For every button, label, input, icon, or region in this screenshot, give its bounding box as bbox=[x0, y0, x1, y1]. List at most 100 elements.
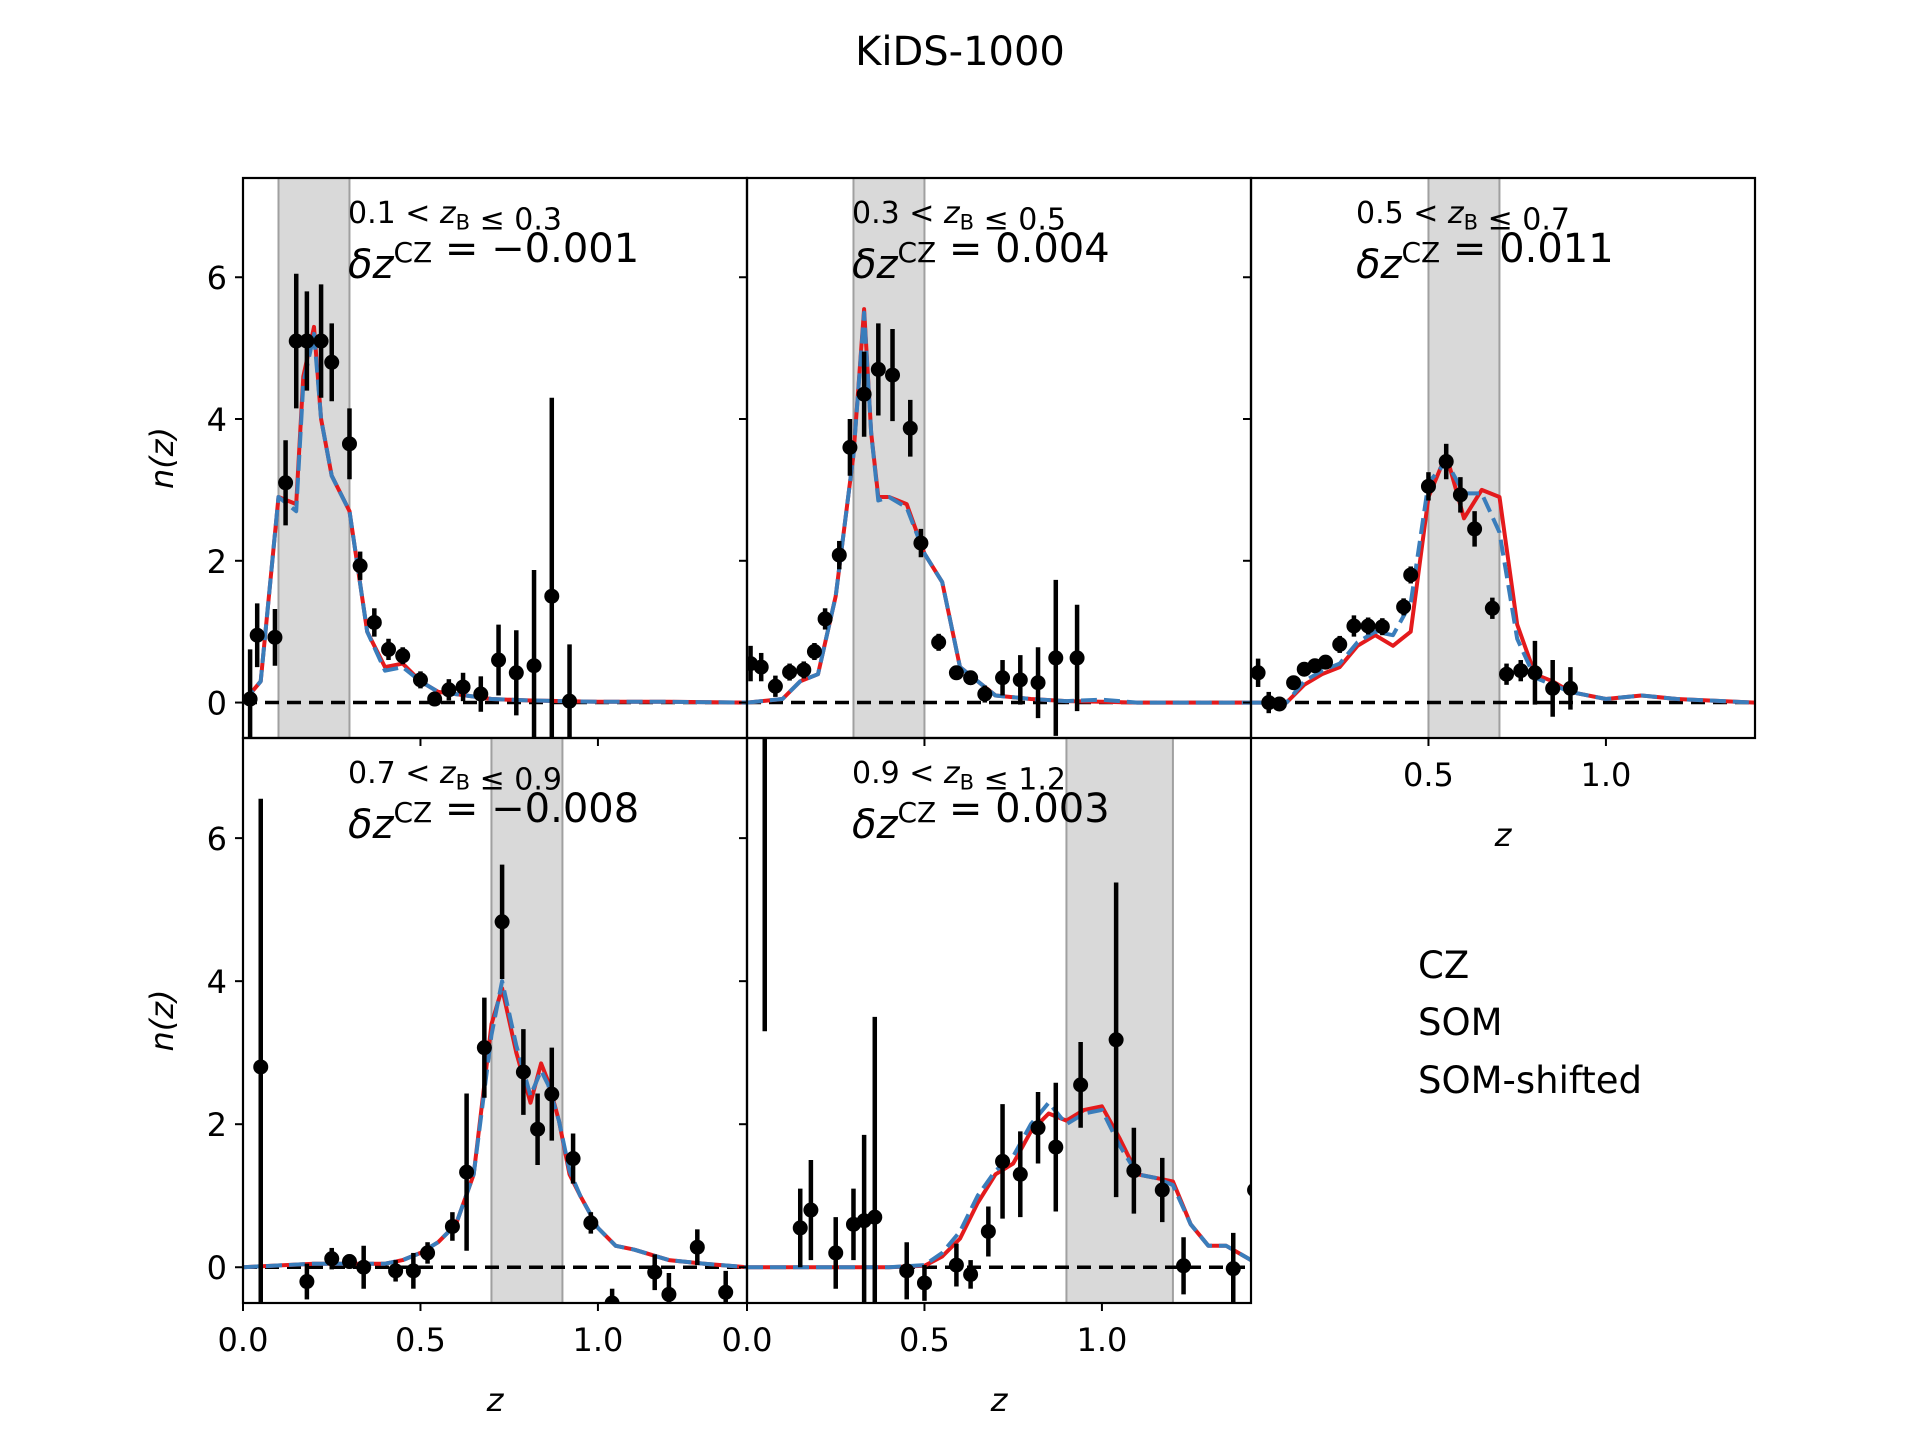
x-tick-label: 1.0 bbox=[1076, 1321, 1127, 1359]
cz-point bbox=[583, 1215, 599, 1231]
cz-point bbox=[1154, 1182, 1170, 1198]
cz-point bbox=[494, 914, 510, 930]
cz-point bbox=[352, 558, 368, 574]
cz-point bbox=[867, 1209, 883, 1225]
cz-point bbox=[977, 686, 993, 702]
delta-z-label: δzCZ = 0.004 bbox=[852, 226, 1110, 288]
cz-point bbox=[856, 386, 872, 402]
delta-z-label: δzCZ = −0.008 bbox=[348, 786, 639, 848]
x-tick-label: 0.5 bbox=[899, 1321, 950, 1359]
x-tick-label: 0.0 bbox=[218, 1321, 269, 1359]
cz-point bbox=[544, 588, 560, 604]
x-tick-label: 1.0 bbox=[1580, 756, 1631, 794]
cz-point bbox=[324, 1251, 340, 1267]
cz-point bbox=[757, 616, 772, 631]
delta-z-label: δzCZ = 0.003 bbox=[852, 786, 1110, 848]
x-tick-label: 0.5 bbox=[1403, 756, 1454, 794]
y-tick-label: 4 bbox=[207, 401, 227, 439]
bin-band bbox=[1066, 738, 1173, 1303]
x-tick-label: 1.0 bbox=[572, 1321, 623, 1359]
cz-point bbox=[278, 475, 294, 491]
y-axis-label: n(z) bbox=[143, 427, 181, 489]
som-shifted-line bbox=[747, 310, 1251, 705]
cz-point bbox=[1452, 487, 1468, 503]
cz-point bbox=[842, 439, 858, 455]
cz-point bbox=[1030, 1120, 1046, 1136]
cz-point bbox=[1271, 696, 1287, 712]
y-tick-label: 0 bbox=[207, 1249, 227, 1287]
cz-point bbox=[1048, 1139, 1064, 1155]
cz-point bbox=[1438, 454, 1454, 470]
cz-point bbox=[1318, 654, 1334, 670]
cz-point bbox=[1247, 1183, 1251, 1197]
y-tick-label: 0 bbox=[207, 685, 227, 723]
cz-point bbox=[1332, 636, 1348, 652]
cz-point bbox=[1467, 521, 1483, 537]
cz-point bbox=[913, 535, 929, 551]
x-axis-label: z bbox=[1494, 816, 1513, 854]
cz-point bbox=[530, 1121, 546, 1137]
cz-point bbox=[1513, 663, 1529, 679]
panel-plot-area bbox=[243, 738, 747, 1303]
cz-point bbox=[356, 1259, 372, 1275]
cz-point bbox=[767, 678, 783, 694]
cz-point bbox=[604, 1295, 620, 1303]
cz-point bbox=[544, 1086, 560, 1102]
cz-point bbox=[1073, 1077, 1089, 1093]
cz-point bbox=[420, 1245, 436, 1261]
panel-plot-area bbox=[747, 178, 1251, 738]
cz-point bbox=[476, 1040, 492, 1056]
bin-band bbox=[853, 178, 925, 738]
cz-point bbox=[870, 361, 886, 377]
cz-point bbox=[341, 436, 357, 452]
panel-frame bbox=[745, 736, 1253, 1305]
cz-point bbox=[249, 627, 265, 643]
panel-plot-area bbox=[1251, 178, 1755, 738]
bin-range-label: 0.1 < zB ≤ 0.3 bbox=[348, 196, 562, 238]
cz-point bbox=[803, 1202, 819, 1218]
cz-point bbox=[753, 659, 769, 675]
cz-point bbox=[902, 420, 918, 436]
cz-point bbox=[1396, 599, 1412, 615]
cz-point bbox=[1225, 1261, 1241, 1277]
cz-point bbox=[1176, 1258, 1192, 1274]
cz-point bbox=[689, 1239, 705, 1255]
cz-point bbox=[995, 1153, 1011, 1169]
cz-point bbox=[253, 1059, 269, 1075]
bin-band bbox=[491, 738, 563, 1303]
cz-point bbox=[565, 1151, 581, 1167]
cz-point bbox=[288, 333, 304, 349]
cz-point bbox=[299, 333, 315, 349]
cz-point bbox=[1346, 618, 1362, 634]
cz-point bbox=[828, 1245, 844, 1261]
cz-point bbox=[995, 670, 1011, 686]
cz-point bbox=[1527, 665, 1543, 681]
som-line bbox=[747, 307, 1251, 705]
cz-point bbox=[1360, 618, 1376, 634]
cz-point bbox=[1030, 675, 1046, 691]
cz-point bbox=[526, 658, 542, 674]
panel-frame bbox=[1249, 176, 1757, 740]
cz-point bbox=[806, 644, 822, 660]
cz-point bbox=[491, 652, 507, 668]
cz-point bbox=[831, 547, 847, 563]
cz-point bbox=[444, 1218, 460, 1234]
cz-point bbox=[817, 611, 833, 627]
cz-point bbox=[1484, 600, 1500, 616]
panel-plot-area bbox=[243, 178, 747, 738]
legend-label-som: SOM bbox=[1418, 1001, 1503, 1044]
figure-title: KiDS-1000 bbox=[855, 29, 1065, 75]
cz-point bbox=[427, 691, 443, 707]
cz-point bbox=[948, 665, 964, 681]
legend: CZ SOM SOM-shifted bbox=[1418, 944, 1642, 1102]
cz-point bbox=[1048, 650, 1064, 666]
cz-point bbox=[1251, 665, 1266, 681]
cz-point bbox=[459, 1164, 475, 1180]
cz-point bbox=[1499, 666, 1515, 682]
cz-point bbox=[299, 1274, 315, 1290]
bin-range-label: 0.7 < zB ≤ 0.9 bbox=[348, 756, 562, 798]
cz-point bbox=[899, 1263, 915, 1279]
